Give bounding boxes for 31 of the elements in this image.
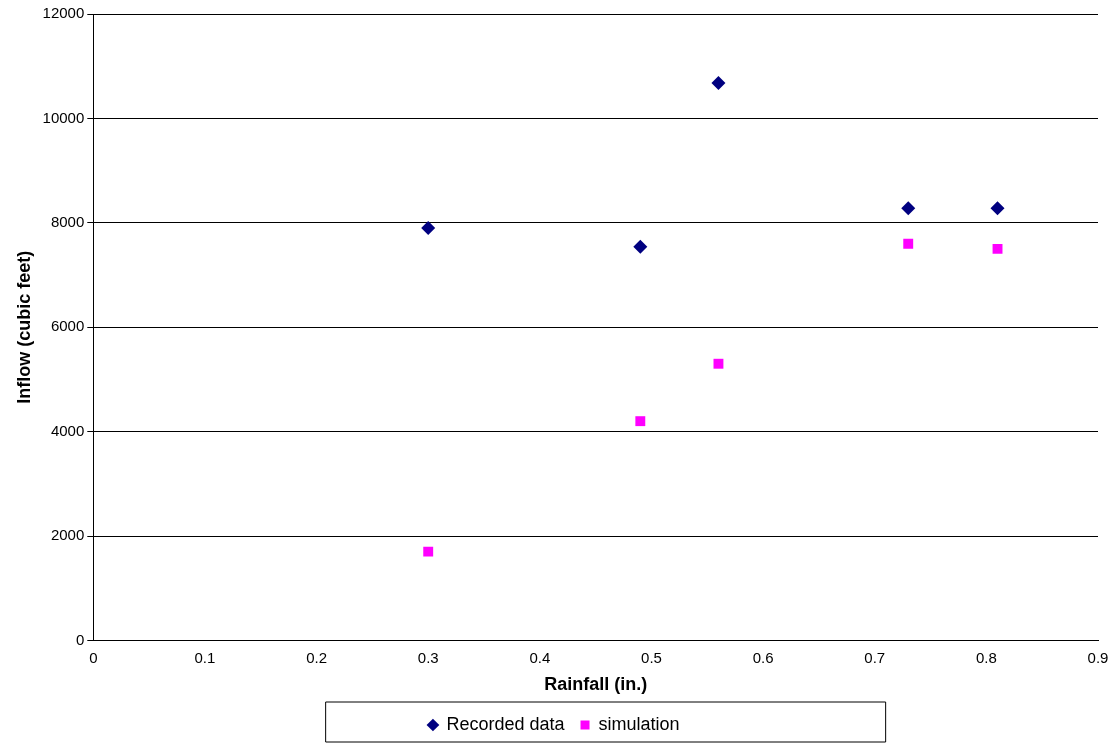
point: [903, 238, 914, 249]
x-tick-label: 0.3: [417, 648, 439, 666]
point: [992, 243, 1003, 254]
y-axis-title: Inflow (cubic feet): [13, 250, 34, 404]
legend-label: simulation: [598, 713, 680, 734]
point: [421, 221, 436, 236]
point: [901, 201, 916, 216]
point: [633, 239, 648, 254]
x-tick-label: 0.5: [641, 648, 662, 666]
x-tick-label: 0.1: [194, 648, 216, 666]
y-tick-label: 10000: [42, 108, 85, 126]
y-tick-label: 8000: [50, 212, 85, 230]
x-axis-title: Rainfall (in.): [544, 674, 648, 695]
point: [711, 75, 726, 90]
legend-label: Recorded data: [446, 713, 566, 734]
x-tick-label: 0.4: [529, 648, 551, 666]
x-tick-label: 0.6: [752, 648, 774, 666]
point: [423, 546, 434, 557]
x-tick-label: 0.2: [306, 648, 328, 666]
y-tick-label: 12000: [42, 4, 85, 22]
x-tick-label: 0.7: [864, 648, 886, 666]
y-tick-label: 0: [75, 630, 85, 648]
y-tick-label: 6000: [50, 317, 85, 335]
point: [713, 358, 724, 369]
point: [990, 201, 1005, 216]
x-tick-label: 0.8: [975, 648, 997, 666]
y-tick-label: 2000: [50, 526, 85, 544]
x-tick-label: 0: [89, 648, 98, 666]
y-tick-label: 4000: [50, 421, 85, 439]
point: [635, 416, 646, 427]
x-tick-label: 0.9: [1087, 648, 1109, 666]
